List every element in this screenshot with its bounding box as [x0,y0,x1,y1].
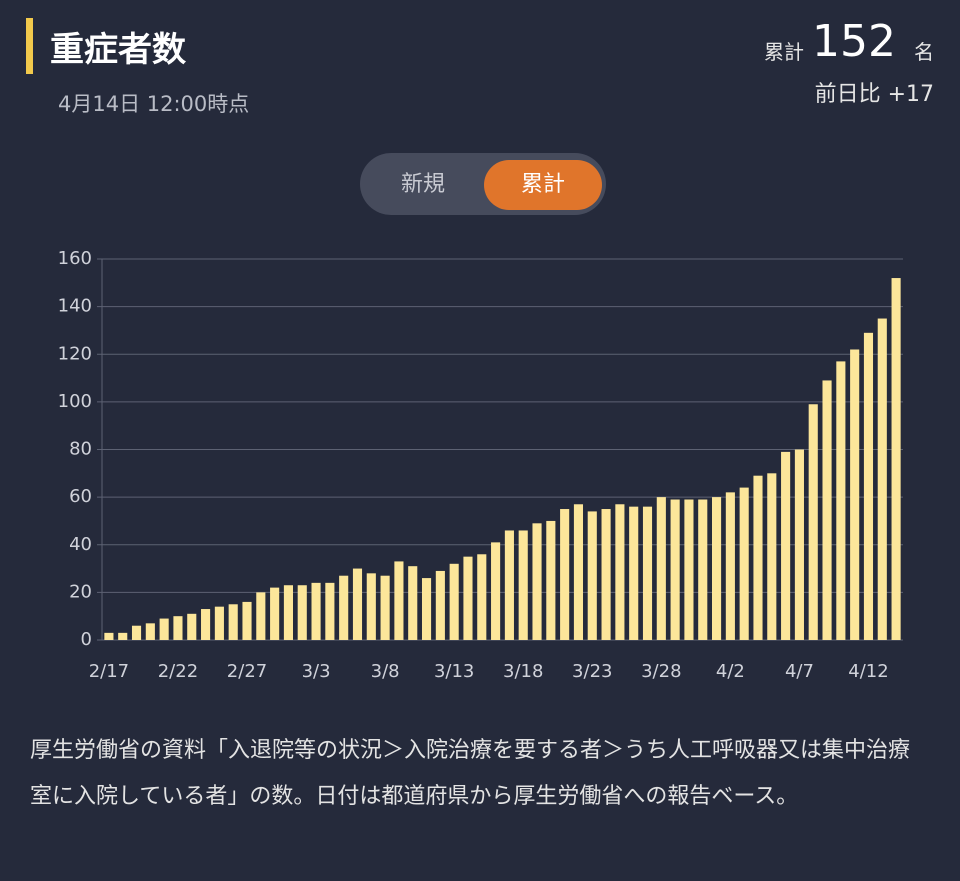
toggle-option[interactable]: 新規 [400,172,445,197]
x-tick-label: 3/28 [641,661,681,682]
bar [201,609,211,640]
bar [214,606,224,640]
bar [518,530,528,640]
bar [145,623,155,640]
x-tick-label: 3/18 [503,661,543,682]
bar [725,492,735,640]
y-tick-label: 160 [58,248,92,269]
bar [877,318,887,640]
bar [891,278,901,640]
bar [242,601,252,640]
total-value: 152 [812,16,896,67]
footnote: 厚生労働省の資料「入退院等の状況＞入院治療を要する者＞うち人工呼吸器又は集中治療… [30,738,911,809]
bar [421,578,432,640]
bar [794,449,804,640]
bar [504,530,514,640]
bar [615,504,625,640]
bar [863,332,874,640]
y-tick-label: 140 [58,296,92,317]
x-tick-label: 4/7 [785,661,814,682]
bar [601,509,611,640]
bar [366,573,376,640]
toggle-option-active[interactable]: 累計 [484,160,602,210]
bar [532,523,542,640]
bar [339,575,349,640]
bar [560,509,570,640]
bar [408,566,418,640]
bar [670,499,680,640]
bar [131,625,142,640]
x-tick-label: 3/23 [572,661,612,682]
total-unit: 名 [914,40,934,64]
bar [435,570,445,640]
bar [587,511,597,640]
title: 重症者数 [50,30,186,70]
bar [173,616,183,640]
bar [656,497,666,640]
bar [642,506,653,640]
bar [228,604,238,640]
bar [573,504,584,640]
x-tick-label: 3/8 [371,661,400,682]
x-tick-label: 4/2 [716,661,745,682]
bar [808,404,818,640]
title-accent [26,18,33,74]
x-tick-label: 3/3 [302,661,331,682]
y-tick-label: 120 [58,343,92,364]
bar [283,585,293,640]
bar [159,618,169,640]
bar [491,542,501,640]
bar [739,487,749,640]
chart: 0 20 40 60 80 100 120 140 160 2/17 2/22 2/27 3/3 3/8 3… [58,248,903,682]
bar [698,499,708,640]
bar [684,499,694,640]
bar [256,592,266,640]
bar [394,561,404,640]
bar [449,563,459,640]
bar [822,380,832,640]
y-tick-label: 80 [69,439,92,460]
bar [712,497,722,640]
bar [836,361,846,640]
x-tick-label: 4/12 [848,661,888,682]
bar [104,632,114,640]
bar [118,632,128,640]
x-tick-label: 3/13 [434,661,474,682]
bar [850,349,860,640]
bar [629,506,639,640]
diff: 前日比 +17 [814,82,934,107]
x-tick-label: 2/17 [89,661,129,682]
bar [311,582,321,640]
bar [781,451,791,640]
x-tick-label: 2/27 [227,661,267,682]
bar [297,585,307,640]
y-tick-label: 20 [69,581,92,602]
bar [352,568,363,640]
timestamp: 4月14日 12:00時点 [58,92,250,116]
bar [477,554,487,640]
bar [270,587,280,640]
bar [767,473,777,640]
bar [463,556,473,640]
total-label: 累計 [764,40,804,64]
bar [325,582,335,640]
y-tick-label: 60 [69,486,92,507]
y-tick-label: 0 [81,629,92,650]
bar [753,475,763,640]
x-tick-label: 2/22 [158,661,198,682]
y-tick-label: 40 [69,534,92,555]
bar [380,575,390,640]
y-tick-label: 100 [58,391,92,412]
bar [546,520,556,640]
bar [187,613,197,640]
